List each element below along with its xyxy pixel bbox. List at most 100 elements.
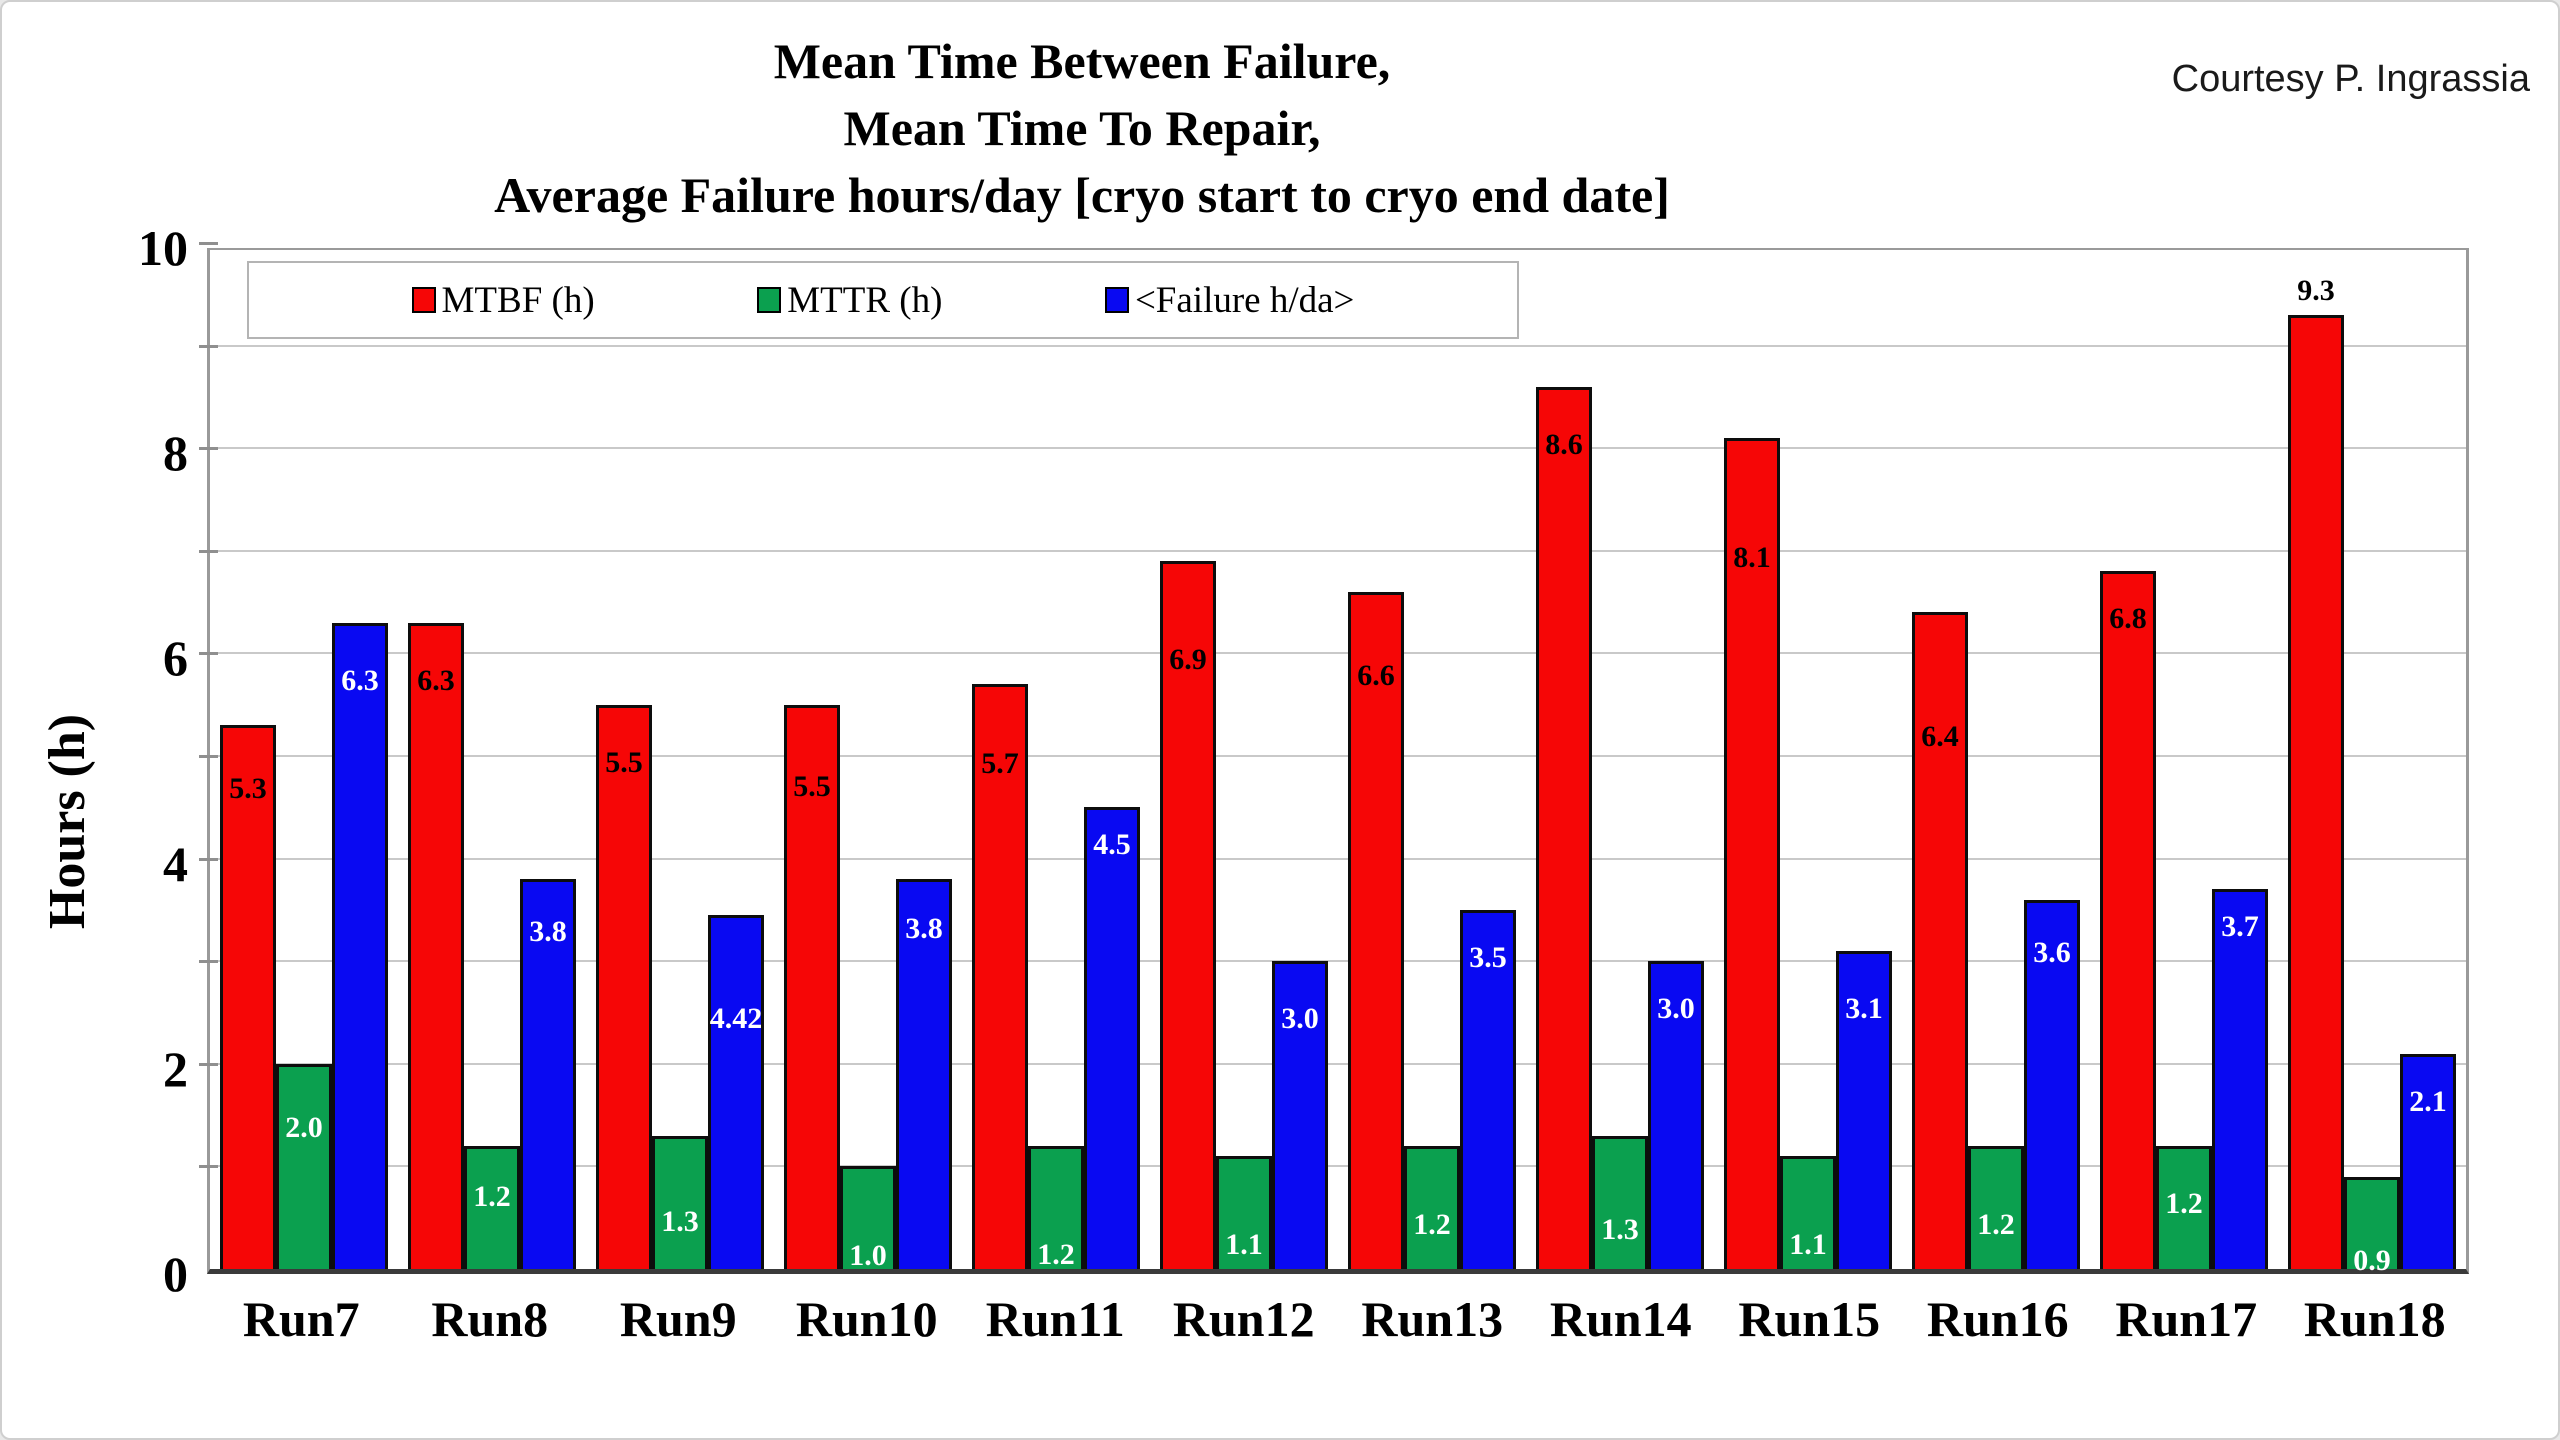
legend-entry-mtbfh: MTBF (h) (411, 279, 595, 322)
bar-value-label: 1.2 (1413, 1207, 1451, 1241)
bar-value-label: 4.42 (709, 1002, 763, 1036)
y-axis-tick-2 (199, 1062, 218, 1066)
chart-title: Mean Time Between Failure, Mean Time To … (2, 28, 2162, 229)
bar-value-label: 1.2 (473, 1179, 511, 1213)
bar-value-label: 9.3 (2297, 273, 2335, 307)
legend: MTBF (h) MTTR (h) <Failure h/da> (247, 261, 1519, 339)
bar-failurehda-run10: 3.8 (896, 879, 952, 1269)
x-label-run10: Run10 (795, 1291, 938, 1347)
gridline-6 (210, 652, 2466, 655)
bar-failurehda-run7: 6.3 (332, 622, 388, 1269)
bar-group-run14: 8.6 1.3 3.0 (1526, 250, 1714, 1269)
x-label-run7: Run7 (242, 1291, 360, 1347)
x-label-run18: Run18 (2303, 1291, 2446, 1347)
bar-value-label: 6.8 (2109, 602, 2147, 636)
bar-mtbfh-run13: 6.6 (1348, 591, 1404, 1269)
bar-value-label: 6.9 (1169, 643, 1207, 677)
bar-group-run15: 8.1 1.1 3.1 (1714, 250, 1902, 1269)
bar-mtbfh-run16: 6.4 (1912, 612, 1968, 1269)
bar-mttrh-run14: 1.3 (1592, 1135, 1648, 1269)
chart-title-line-1: Mean Time Between Failure, (773, 33, 1391, 89)
x-axis-labels: Run7 Run8 Run9 Run10 Run11 Run12 Run13 Run14 Run… (207, 1290, 2469, 1348)
bar-mttrh-run18: 0.9 (2344, 1176, 2400, 1277)
y-tick-label-2: 2 (163, 1040, 188, 1097)
bar-mtbfh-run15: 8.1 (1724, 437, 1780, 1269)
bar-failurehda-run8: 3.8 (520, 879, 576, 1269)
x-label-run11: Run11 (985, 1291, 1125, 1347)
bar-value-label: 1.3 (1601, 1212, 1639, 1246)
y-axis-tick-8 (199, 447, 218, 451)
bar-failurehda-run16: 3.6 (2024, 899, 2080, 1269)
bar-value-label: 6.3 (417, 663, 455, 697)
gridline-9 (210, 344, 2466, 347)
bar-value-label: 2.0 (285, 1110, 323, 1144)
x-label-run8: Run8 (431, 1291, 549, 1347)
bar-value-label: 5.3 (229, 772, 267, 806)
bar-mtbfh-run14: 8.6 (1536, 386, 1592, 1269)
bar-mttrh-run12: 1.1 (1216, 1156, 1272, 1269)
bar-mttrh-run13: 1.2 (1404, 1145, 1460, 1269)
bar-group-run11: 5.7 1.2 4.5 (962, 250, 1150, 1271)
bar-value-label: 3.8 (529, 915, 567, 949)
bar-failurehda-run12: 3.0 (1272, 961, 1328, 1269)
bar-mttrh-run9: 1.3 (652, 1135, 708, 1269)
bar-value-label: 1.2 (1977, 1207, 2015, 1241)
bar-value-label: 8.1 (1733, 540, 1771, 574)
bar-value-label: 6.4 (1921, 720, 1959, 754)
bar-mtbfh-run18: 9.3 (2288, 274, 2344, 1269)
bar-group-run9: 5.5 1.3 4.42 (586, 250, 774, 1269)
bar-value-label: 3.1 (1845, 991, 1883, 1025)
bar-group-run7: 5.3 2.0 6.3 (210, 250, 398, 1269)
bar-value-label: 2.1 (2409, 1084, 2447, 1118)
bar-mtbfh-run12: 6.9 (1160, 561, 1216, 1269)
y-axis-tick-5 (199, 755, 218, 758)
bar-group-run8: 6.3 1.2 3.8 (398, 250, 586, 1269)
bar-failurehda-run11: 4.5 (1084, 807, 1140, 1269)
y-axis-tick-6 (199, 652, 218, 656)
y-axis-tick-1 (199, 1165, 218, 1169)
bar-mtbfh-run8: 6.3 (408, 622, 464, 1269)
bar-failurehda-run15: 3.1 (1836, 950, 1892, 1269)
bar-mttrh-run8: 1.2 (464, 1145, 520, 1269)
bar-group-run10: 5.5 1.0 3.8 (774, 250, 962, 1272)
y-axis-tick-10 (199, 242, 218, 245)
bar-value-label: 3.7 (2221, 910, 2259, 944)
plot-area: 5.3 2.0 6.3 6.3 1.2 3.8 5.5 1.3 4.42 5.5 1.0 3.8 5.7… (199, 242, 2469, 1277)
bar-value-label: 1.2 (2165, 1186, 2203, 1220)
legend-label: MTTR (h) (787, 279, 943, 321)
bar-value-label: 1.1 (1789, 1228, 1827, 1262)
bar-value-label: 5.7 (981, 747, 1019, 781)
bar-value-label: 3.0 (1657, 992, 1695, 1026)
bar-mttrh-run11: 1.2 (1028, 1145, 1084, 1271)
legend-swatch-icon (411, 287, 436, 313)
bar-groups: 5.3 2.0 6.3 6.3 1.2 3.8 5.5 1.3 4.42 5.5 1.0 3.8 5.7… (210, 250, 2466, 1277)
bar-failurehda-run14: 3.0 (1648, 961, 1704, 1269)
x-label-run12: Run12 (1172, 1291, 1315, 1347)
y-tick-label-6: 6 (163, 630, 188, 687)
gridline-1 (210, 1165, 2466, 1168)
bar-failurehda-run13: 3.5 (1460, 909, 1516, 1269)
x-label-run14: Run14 (1549, 1291, 1692, 1347)
y-tick-label-0: 0 (163, 1246, 188, 1302)
bar-group-run16: 6.4 1.2 3.6 (1902, 250, 2090, 1269)
bar-value-label: 0.9 (2353, 1243, 2391, 1277)
x-label-run15: Run15 (1738, 1291, 1881, 1347)
y-tick-label-8: 8 (163, 425, 188, 482)
legend-entry-mttrh: MTTR (h) (757, 279, 942, 322)
legend-label: MTBF (h) (441, 279, 595, 321)
bar-group-run13: 6.6 1.2 3.5 (1338, 250, 1526, 1269)
bar-value-label: 3.6 (2033, 935, 2071, 969)
gridline-3 (210, 960, 2466, 963)
legend-label: <Failure h/da> (1134, 279, 1355, 321)
bar-mttrh-run7: 2.0 (276, 1063, 332, 1269)
x-label-run16: Run16 (1926, 1291, 2069, 1347)
bar-mttrh-run16: 1.2 (1968, 1145, 2024, 1269)
gridline-7 (210, 549, 2466, 552)
legend-entry-failurehda: <Failure h/da> (1104, 279, 1355, 322)
x-label-run13: Run13 (1361, 1291, 1504, 1347)
y-axis-tick-labels: 0 2 4 6 8 10 (2, 223, 188, 1299)
y-axis-tick-7 (199, 549, 218, 553)
bar-value-label: 1.3 (661, 1204, 699, 1238)
bar-group-run17: 6.8 1.2 3.7 (2090, 250, 2278, 1269)
